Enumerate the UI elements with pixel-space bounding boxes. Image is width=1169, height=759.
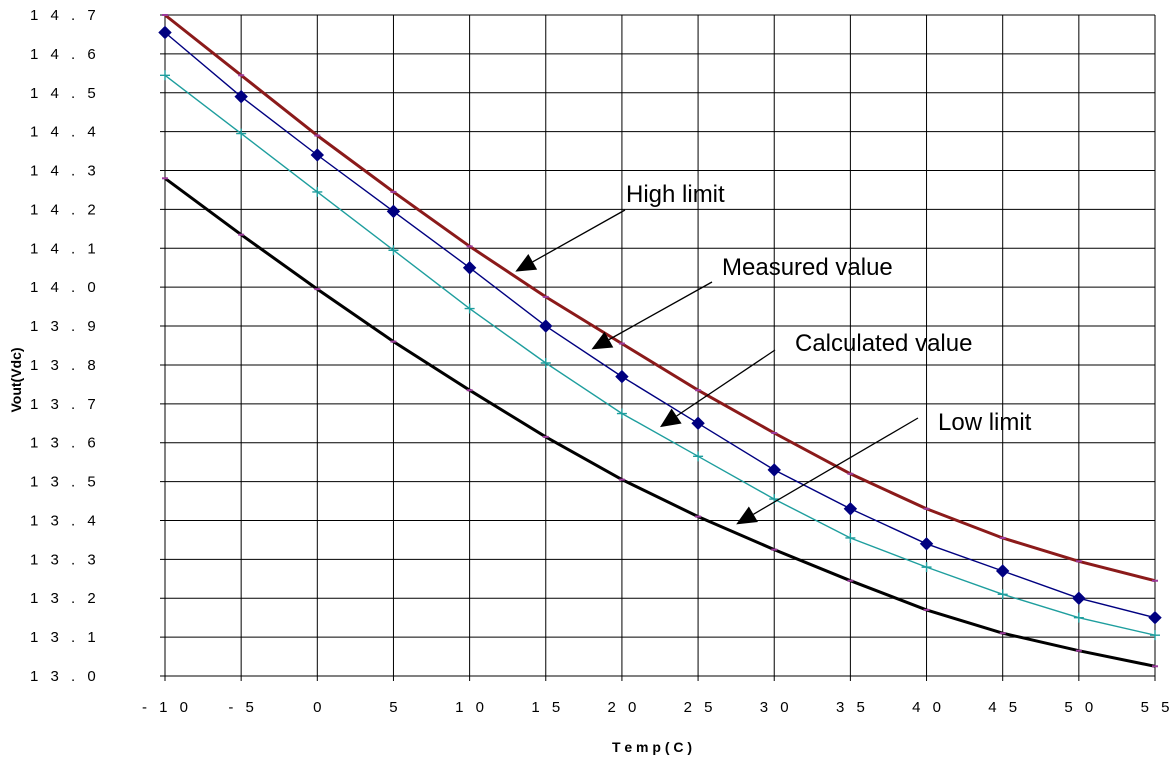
y-tick-label: 1 4 . 6 [30, 46, 100, 63]
data-point [1072, 591, 1086, 605]
y-tick-label: 1 4 . 5 [30, 85, 100, 102]
data-point [615, 369, 629, 384]
x-tick-label: 4 5 [988, 699, 1021, 716]
y-axis-title: Vout(Vdc) [8, 347, 24, 412]
annotation-label: Measured value [722, 254, 893, 281]
x-tick-label: 1 0 [455, 699, 488, 716]
data-series [158, 13, 1162, 668]
x-tick-label: 1 5 [531, 699, 564, 716]
data-point [310, 148, 325, 162]
data-point [234, 89, 248, 104]
y-tick-label: 1 4 . 4 [30, 124, 100, 141]
annotation-arrowhead [660, 408, 682, 428]
annotation-arrowhead [591, 331, 614, 350]
series-line [164, 74, 1156, 636]
y-tick-label: 1 4 . 1 [30, 240, 100, 257]
x-tick-label: - 1 0 [142, 699, 192, 716]
x-axis-ticks: - 1 0 - 5 0 5 1 0 1 5 2 0 2 5 3 0 3 5 4 0 4 5 5 0 5 5 [142, 699, 1169, 716]
x-tick-label: 2 5 [684, 699, 717, 716]
data-point [921, 562, 932, 573]
y-tick-label: 1 3 . 6 [30, 435, 100, 452]
data-point [845, 532, 856, 543]
y-tick-label: 1 4 . 3 [30, 163, 100, 180]
y-tick-label: 1 3 . 2 [30, 590, 100, 607]
data-point [312, 186, 323, 197]
series-line [164, 177, 1156, 668]
y-tick-label: 1 3 . 0 [30, 668, 100, 685]
data-point [995, 564, 1010, 578]
series-line [164, 13, 1156, 583]
annotation-arrow-line [608, 281, 713, 341]
data-point [997, 589, 1008, 600]
data-point [160, 70, 170, 81]
data-point [767, 463, 781, 477]
data-point [462, 261, 477, 275]
data-point [919, 537, 934, 551]
data-point [540, 357, 551, 368]
data-point [616, 408, 627, 419]
x-tick-label: 3 0 [760, 699, 793, 716]
annotation-arrowhead [515, 253, 538, 272]
x-tick-label: 3 5 [836, 699, 869, 716]
data-point [158, 25, 172, 40]
data-point [693, 451, 704, 462]
y-tick-label: 1 4 . 2 [30, 201, 100, 218]
data-point [236, 128, 247, 139]
series-line [164, 31, 1156, 619]
x-tick-label: 0 [313, 699, 325, 716]
x-tick-label: 2 0 [607, 699, 640, 716]
annotation-arrowhead [736, 506, 758, 525]
x-axis-title: T e m p ( C ) [612, 739, 692, 755]
data-point [1150, 630, 1160, 641]
x-tick-label: 5 5 [1141, 699, 1169, 716]
data-point [388, 245, 399, 256]
data-point [386, 204, 401, 219]
annotations: High limit Measured value Calculated value… [515, 181, 1032, 525]
grid [160, 14, 1156, 681]
data-point [539, 319, 553, 333]
data-point [843, 502, 858, 516]
annotation-arrow-line [753, 417, 919, 515]
annotation-arrow-line [532, 209, 626, 263]
y-tick-label: 1 3 . 7 [30, 396, 100, 413]
y-tick-label: 1 3 . 8 [30, 357, 100, 374]
y-tick-label: 1 3 . 1 [30, 629, 100, 646]
y-tick-label: 1 3 . 5 [30, 474, 100, 491]
x-tick-label: 5 0 [1064, 699, 1097, 716]
annotation-arrow-line [676, 349, 776, 417]
data-point [691, 416, 705, 430]
x-tick-label: 5 [389, 699, 401, 716]
y-tick-label: 1 4 . 7 [30, 7, 100, 24]
data-point [1073, 612, 1084, 623]
x-tick-label: - 5 [228, 699, 258, 716]
y-tick-label: 1 3 . 9 [30, 318, 100, 335]
y-tick-label: 1 4 . 0 [30, 279, 100, 296]
annotation-label: Low limit [938, 409, 1032, 436]
x-tick-label: 4 0 [912, 699, 945, 716]
y-axis-ticks: 1 3 . 0 1 3 . 1 1 3 . 2 1 3 . 3 1 3 . 4 1 3 .… [30, 7, 100, 685]
data-point [1148, 610, 1162, 625]
annotation-label: Calculated value [795, 330, 972, 357]
annotation-label: High limit [626, 181, 725, 208]
y-tick-label: 1 3 . 4 [30, 512, 100, 529]
data-point [464, 303, 475, 314]
y-tick-label: 1 3 . 3 [30, 551, 100, 568]
